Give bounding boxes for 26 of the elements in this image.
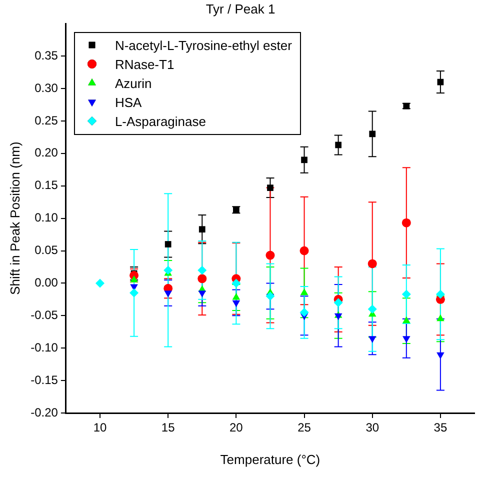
- legend-label: L-Asparaginase: [114, 114, 206, 129]
- y-tick-label: -0.20: [30, 405, 58, 420]
- x-tick-label: 20: [230, 420, 244, 435]
- y-tick-label: -0.05: [30, 308, 58, 322]
- x-axis-title: Temperature (°C): [220, 452, 320, 467]
- y-axis-title: Shift in Peak Position (nm): [7, 142, 22, 295]
- x-tick-label: 15: [161, 420, 176, 435]
- legend-label: HSA: [114, 94, 142, 110]
- x-tick-label: 10: [93, 420, 107, 435]
- y-tick-label: -0.15: [30, 372, 58, 387]
- legend-label: N-acetyl-L-Tyrosine-ethyl ester: [114, 38, 292, 53]
- y-tick-label: -0.10: [30, 340, 58, 354]
- y-tick-label: 0.20: [34, 146, 58, 160]
- legend-label: Azurin: [114, 76, 152, 91]
- x-tick-label: 25: [298, 420, 312, 435]
- y-tick-label: 0.15: [34, 178, 58, 192]
- y-tick-label: 0.10: [34, 210, 58, 225]
- x-tick-label: 30: [366, 420, 380, 435]
- y-tick-label: 0.30: [34, 80, 58, 95]
- chart-title: Tyr / Peak 1: [206, 1, 276, 16]
- legend-label: RNase-T1: [114, 56, 174, 72]
- y-tick-label: 0.25: [34, 113, 58, 128]
- y-tick-label: 0.35: [34, 48, 58, 62]
- x-tick-label: 35: [434, 420, 448, 435]
- y-tick-label: 0.00: [34, 276, 58, 290]
- y-tick-label: 0.05: [34, 243, 58, 258]
